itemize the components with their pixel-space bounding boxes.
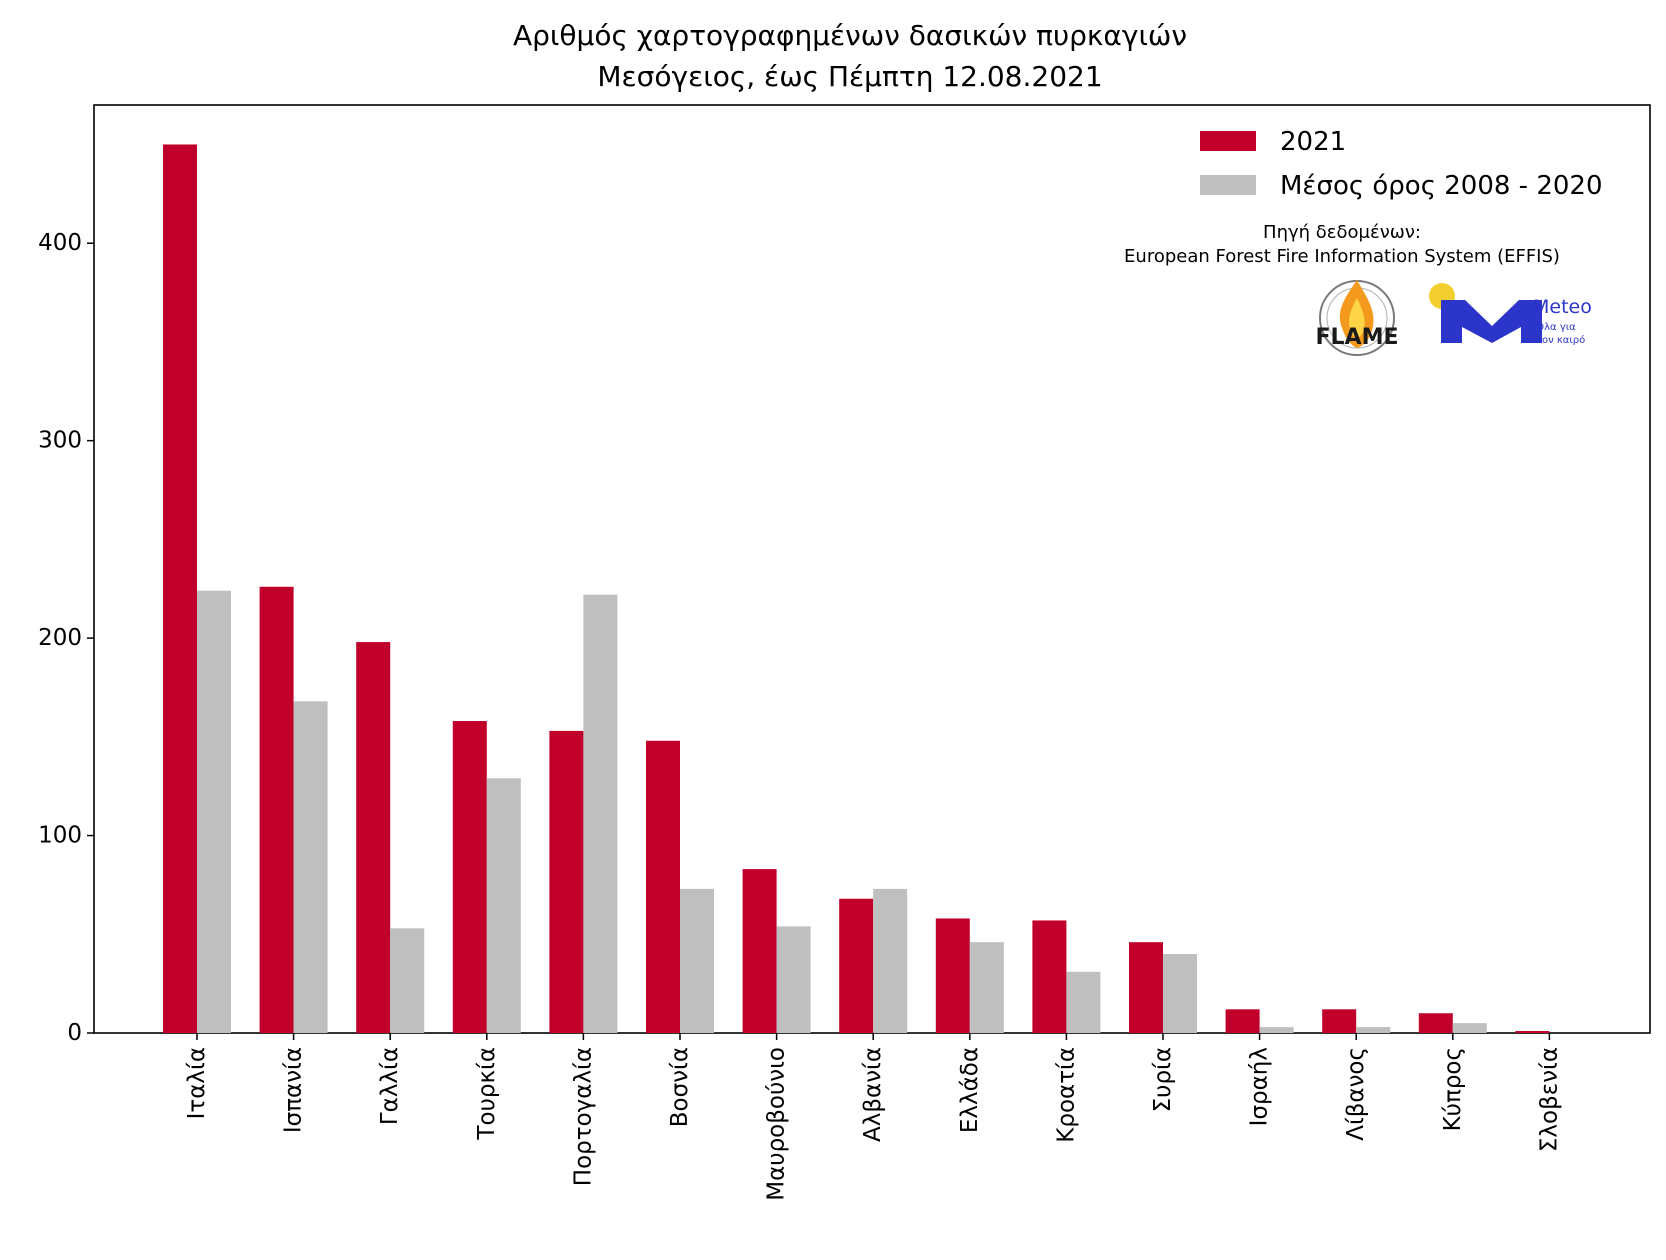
legend: 2021 Μέσος όρος 2008 - 2020 bbox=[1200, 127, 1603, 201]
x-tick-label: Σλοβενία bbox=[1536, 1047, 1562, 1152]
x-tick-label: Κροατία bbox=[1053, 1047, 1079, 1143]
bar-average-11 bbox=[1163, 954, 1197, 1033]
x-tick-label: Αλβανία bbox=[860, 1047, 886, 1142]
bar-2021-15 bbox=[1515, 1031, 1550, 1033]
flame-logo: FLAME bbox=[1316, 280, 1399, 356]
x-tick-label: Ισπανία bbox=[281, 1047, 307, 1133]
legend-label-2021: 2021 bbox=[1280, 127, 1346, 157]
meteo-logo-tagline-1: Όλα για bbox=[1535, 321, 1576, 333]
x-tick-label: Μαυροβούνιο bbox=[764, 1047, 790, 1201]
bar-average-9 bbox=[969, 942, 1004, 1033]
legend-swatch-average bbox=[1200, 175, 1256, 195]
bar-average-7 bbox=[776, 926, 811, 1033]
bar-average-1 bbox=[197, 590, 231, 1033]
x-tick-label: Βοσνία bbox=[667, 1047, 693, 1127]
bar-2021-9 bbox=[935, 918, 970, 1033]
bar-2021-6 bbox=[646, 740, 680, 1033]
bar-2021-5 bbox=[549, 730, 584, 1033]
bar-average-5 bbox=[583, 594, 618, 1033]
legend-swatch-2021 bbox=[1200, 131, 1256, 151]
y-tick-label: 300 bbox=[38, 428, 82, 454]
chart-subtitle: Μεσόγειος, έως Πέμπτη 12.08.2021 bbox=[597, 60, 1102, 93]
source-label: Πηγή δεδομένων: bbox=[1263, 222, 1421, 243]
x-tick-label: Ελλάδα bbox=[957, 1047, 983, 1133]
flame-logo-text: FLAME bbox=[1316, 325, 1399, 350]
bar-average-13 bbox=[1356, 1027, 1391, 1033]
x-tick-label: Ισραήλ bbox=[1247, 1047, 1273, 1126]
bar-2021-2 bbox=[259, 586, 294, 1033]
bar-2021-14 bbox=[1418, 1013, 1453, 1033]
meteo-logo-name: Meteo bbox=[1533, 296, 1592, 318]
bar-2021-4 bbox=[452, 721, 487, 1033]
bar-average-4 bbox=[486, 778, 521, 1033]
meteo-m-icon bbox=[1441, 300, 1542, 343]
bar-2021-7 bbox=[742, 869, 777, 1033]
y-axis: 0 100 200 300 400 bbox=[38, 230, 94, 1046]
x-tick-label: Ιταλία bbox=[184, 1047, 210, 1119]
x-tick-label: Πορτογαλία bbox=[570, 1047, 596, 1186]
bar-average-10 bbox=[1066, 971, 1101, 1033]
bar-2021-11 bbox=[1129, 942, 1163, 1033]
x-tick-label: Τουρκία bbox=[474, 1047, 500, 1141]
x-axis: Ιταλία Ισπανία Γαλλία Τουρκία Πορτογαλία Βοσν… bbox=[184, 1033, 1562, 1201]
bar-average-3 bbox=[390, 928, 425, 1033]
meteo-logo-tagline-2: τον καιρό bbox=[1536, 334, 1585, 346]
y-tick-label: 400 bbox=[38, 230, 82, 256]
x-tick-label: Γαλλία bbox=[377, 1047, 403, 1125]
bar-average-14 bbox=[1452, 1023, 1487, 1033]
bar-2021-10 bbox=[1032, 920, 1067, 1033]
legend-label-average: Μέσος όρος 2008 - 2020 bbox=[1280, 171, 1603, 201]
meteo-logo: Meteo Όλα για τον καιρό bbox=[1429, 283, 1592, 346]
bars-group bbox=[163, 144, 1550, 1033]
bar-average-8 bbox=[873, 888, 908, 1033]
x-tick-label: Συρία bbox=[1150, 1047, 1176, 1112]
y-tick-label: 0 bbox=[67, 1020, 82, 1046]
chart-title: Αριθμός χαρτογραφημένων δασικών πυρκαγιώ… bbox=[513, 19, 1187, 52]
x-tick-label: Κύπρος bbox=[1440, 1047, 1466, 1131]
bar-2021-8 bbox=[839, 898, 874, 1033]
bar-2021-13 bbox=[1322, 1009, 1357, 1033]
bar-average-6 bbox=[680, 888, 714, 1033]
bar-2021-1 bbox=[163, 144, 197, 1033]
bar-2021-3 bbox=[356, 642, 391, 1033]
bar-average-12 bbox=[1259, 1027, 1294, 1033]
y-tick-label: 200 bbox=[38, 625, 82, 651]
x-tick-label: Λίβανος bbox=[1343, 1047, 1369, 1141]
source-name: European Forest Fire Information System … bbox=[1124, 246, 1560, 267]
bar-2021-12 bbox=[1225, 1009, 1260, 1033]
bar-average-2 bbox=[293, 701, 328, 1033]
y-tick-label: 100 bbox=[38, 823, 82, 849]
